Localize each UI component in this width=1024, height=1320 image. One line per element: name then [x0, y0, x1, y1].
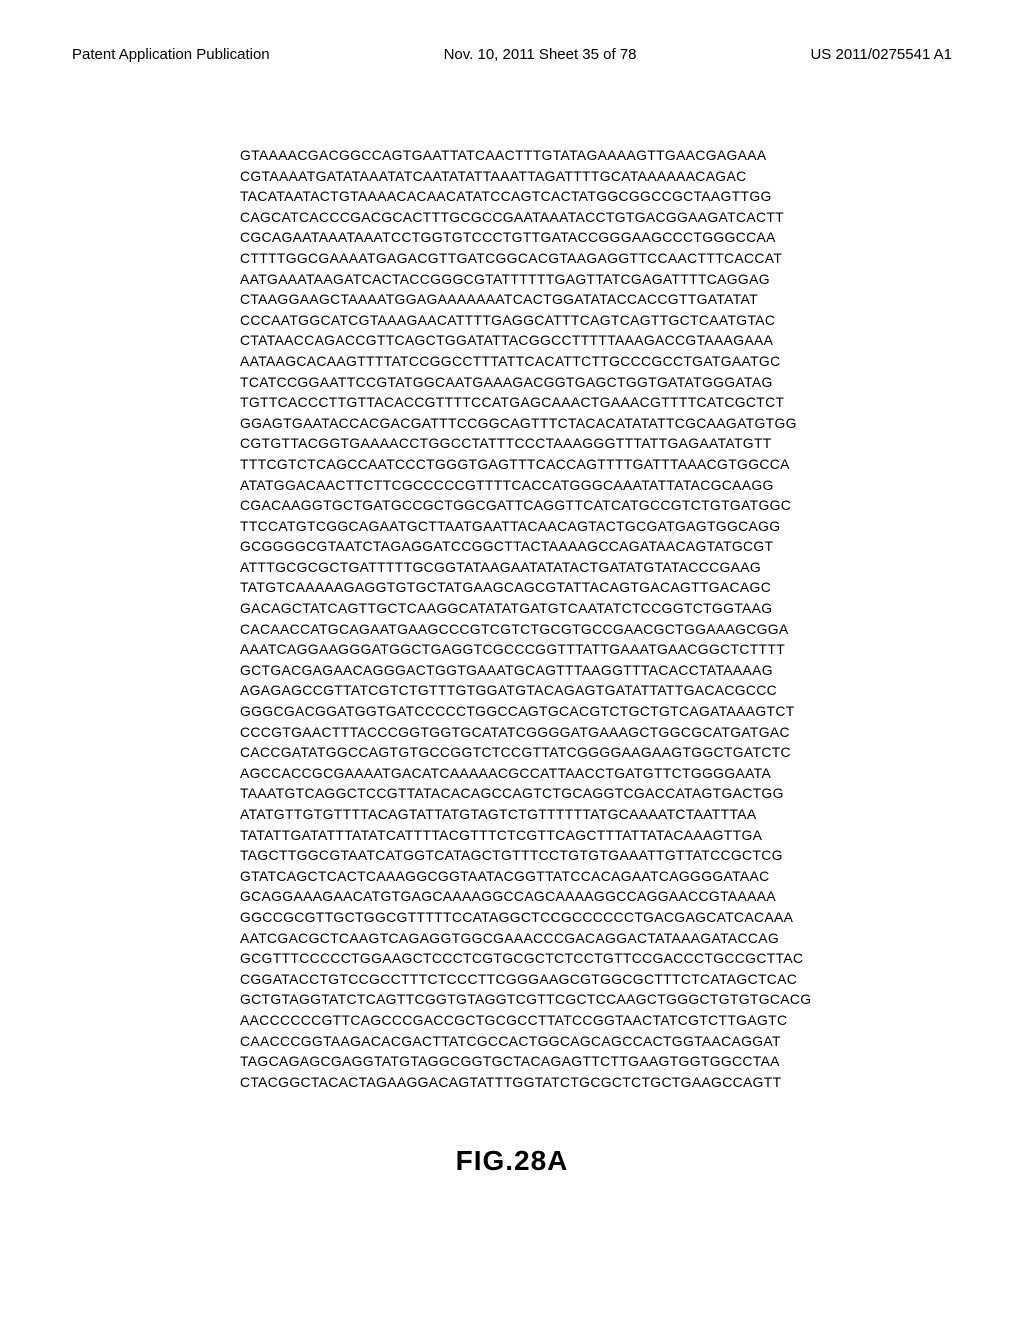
dna-sequence-block: GTAAAACGACGGCCAGTGAATTATCAACTTTGTATAGAAA… — [240, 145, 880, 1092]
date-sheet: Nov. 10, 2011 Sheet 35 of 78 — [444, 46, 637, 63]
pub-number: US 2011/0275541 A1 — [810, 46, 952, 63]
pub-type: Patent Application Publication — [72, 46, 270, 63]
header: Patent Application Publication Nov. 10, … — [0, 46, 1024, 63]
figure-label: FIG.28A — [0, 1145, 1024, 1177]
